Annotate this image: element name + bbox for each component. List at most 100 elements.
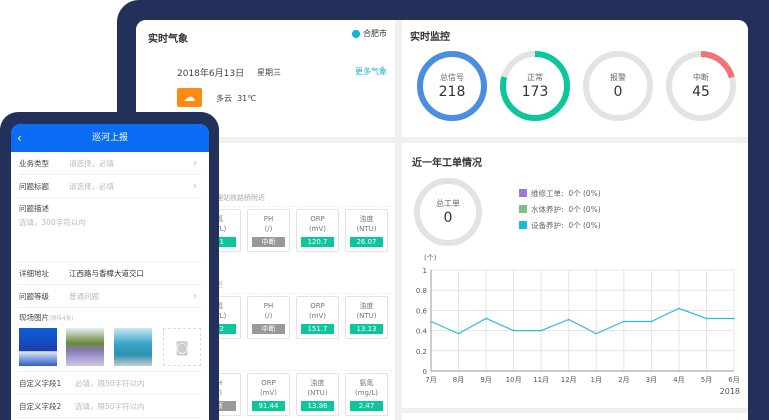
custom-field-2[interactable]: 自定义字段2 选填，限50字符以内 xyxy=(19,395,201,418)
data-point xyxy=(650,320,653,323)
photo-thumb[interactable] xyxy=(19,328,57,366)
ring-gauge xyxy=(500,51,570,121)
legend-swatch xyxy=(519,221,527,229)
data-point xyxy=(485,317,487,320)
x-tick-label: 6月 xyxy=(728,376,739,384)
workorder-title: 近一年工单情况 xyxy=(412,158,482,169)
photo-thumb[interactable] xyxy=(66,328,104,366)
issue-level-field[interactable]: 问题等级 普通问题 › xyxy=(19,285,201,308)
city-name: 合肥市 xyxy=(363,29,387,38)
x-tick-label: 5月 xyxy=(701,376,712,384)
sensor-box[interactable]: 浊度 (NTU) 13.86 xyxy=(296,373,339,416)
custom-field-1[interactable]: 自定义字段1 必填，限50字符以内 xyxy=(19,372,201,395)
ring-value: 218 xyxy=(438,84,466,100)
legend-item: 水体养护: 0个 (0%) xyxy=(519,204,601,215)
issue-description-field[interactable]: 问题描述 选填，300字符以内 xyxy=(19,198,201,262)
y-tick-label: 0.2 xyxy=(416,348,427,356)
data-point xyxy=(623,320,625,323)
y-tick-label: 0.6 xyxy=(416,307,428,315)
ring-value: 45 xyxy=(692,84,710,100)
photo-thumb[interactable] xyxy=(114,328,152,366)
station-name: 河处理站铁路桥附近 xyxy=(202,193,392,207)
sensor-box[interactable]: 浊度 (NTU) 13.13 xyxy=(345,296,388,339)
x-tick-label: 4月 xyxy=(673,376,684,384)
sensor-box[interactable]: PH (/) 中断 xyxy=(247,209,290,252)
photos-section: 现场图片(限传4张) ◙ xyxy=(19,308,201,372)
sensor-value: 42 xyxy=(203,324,236,334)
sensor-box[interactable]: PH (/) 中断 xyxy=(247,296,290,339)
ring-gauge xyxy=(583,51,653,121)
data-point xyxy=(678,307,680,310)
monitor-ring-3[interactable]: 中断 45 xyxy=(665,50,737,122)
y-axis-label: (个) xyxy=(424,254,437,262)
sensor-value: 71 xyxy=(203,237,236,247)
year-label: 2018 xyxy=(720,387,740,396)
data-point xyxy=(733,317,735,320)
y-tick-label: 1 xyxy=(423,267,427,275)
monitor-ring-1[interactable]: 正常 173 xyxy=(499,50,571,122)
weather-condition: 多云 31℃ xyxy=(216,94,257,103)
sensor-value: 中断 xyxy=(252,324,285,334)
sensor-value: 120.7 xyxy=(301,237,334,247)
ring-value: 173 xyxy=(521,84,549,100)
total-workorder-ring: 总工单 0 xyxy=(414,178,482,246)
issue-title-field[interactable]: 问题标题 请选择，必填 › xyxy=(19,175,201,198)
legend-swatch xyxy=(519,189,527,197)
sensor-box[interactable]: 浊度 (NTU) 26.07 xyxy=(345,209,388,252)
x-tick-label: 3月 xyxy=(646,376,657,384)
series-line xyxy=(430,307,734,335)
data-point xyxy=(430,320,432,323)
legend-swatch xyxy=(519,205,527,213)
chevron-right-icon: › xyxy=(193,291,197,302)
sensor-value: 26.07 xyxy=(350,237,383,247)
x-tick-label: 2月 xyxy=(618,376,629,384)
chevron-right-icon: › xyxy=(193,158,197,169)
x-tick-label: 1月 xyxy=(591,376,602,384)
sensor-box[interactable]: 氨氮 (mg/L) 2.47 xyxy=(345,373,388,416)
sensor-value: 13.86 xyxy=(301,401,334,411)
sensor-value: 2.47 xyxy=(350,401,383,411)
station-name: 附近 xyxy=(202,357,392,371)
data-point xyxy=(567,318,570,321)
business-type-field[interactable]: 业务类型 请选择，必填 › xyxy=(19,152,201,175)
y-tick-label: 0.8 xyxy=(416,287,427,295)
sensor-value: 13.13 xyxy=(350,324,383,334)
x-tick-label: 12月 xyxy=(561,376,577,384)
ring-label: 正常 xyxy=(527,73,543,82)
x-tick-label: 10月 xyxy=(506,376,522,384)
x-tick-label: 8月 xyxy=(453,376,464,384)
sensor-box[interactable]: ORP (mV) 151.7 xyxy=(296,296,339,339)
monitor-ring-2[interactable]: 报警 0 xyxy=(582,50,654,122)
sensor-box[interactable]: ORP (mV) 120.7 xyxy=(296,209,339,252)
ring-value: 0 xyxy=(613,84,623,100)
weather-weekday: 星期三 xyxy=(257,68,281,77)
address-field[interactable]: 详细地址 江西路与香樟大道交口 xyxy=(19,262,201,285)
sensor-box[interactable]: ORP (mV) 91.44 xyxy=(247,373,290,416)
sensor-value: 91.44 xyxy=(252,401,285,411)
partly-cloudy-icon: ☁ xyxy=(177,88,202,107)
workorder-line-chart: 0 0.2 0.4 0.6 0.8 1 7月 8月 9月 10月 11月 12月 1月 2月 3月 4月 5月 6… xyxy=(416,254,740,396)
ring-gauge xyxy=(417,51,487,121)
sensor-value: 断 xyxy=(203,401,236,411)
ring-gauge xyxy=(666,51,736,121)
phone-screen: ‹ 巡河上报 业务类型 请选择，必填 › 问题标题 请选择，必填 › 问题描述 选填，3… xyxy=(11,124,209,420)
sensor-value: 中断 xyxy=(252,237,285,247)
phone-frame: ‹ 巡河上报 业务类型 请选择，必填 › 问题标题 请选择，必填 › 问题描述 选填，3… xyxy=(0,112,219,420)
location[interactable]: ⬤ 合肥市 xyxy=(352,28,388,39)
phone-title: 巡河上报 xyxy=(91,133,128,143)
chevron-right-icon: › xyxy=(193,181,197,192)
back-icon[interactable]: ‹ xyxy=(17,131,22,145)
station-name-prefix: 闸 xyxy=(202,344,392,357)
monitor-ring-0[interactable]: 总信号 218 xyxy=(416,50,488,122)
monitor-title: 实时监控 xyxy=(410,32,450,43)
ring-label: 报警 xyxy=(610,73,626,82)
monitor-card: 实时监控 总信号 218 正常 173 报警 0 中断 45 xyxy=(402,20,748,137)
more-weather-link[interactable]: 更多气象 xyxy=(355,67,387,76)
ring-label: 总信号 xyxy=(440,73,464,82)
legend-item: 维修工单: 0个 (0%) xyxy=(519,188,601,199)
x-tick-label: 9月 xyxy=(480,376,491,384)
add-photo-button[interactable]: ◙ xyxy=(163,328,201,366)
data-point xyxy=(595,332,598,335)
bottom-card xyxy=(402,413,748,420)
data-point xyxy=(457,332,460,335)
